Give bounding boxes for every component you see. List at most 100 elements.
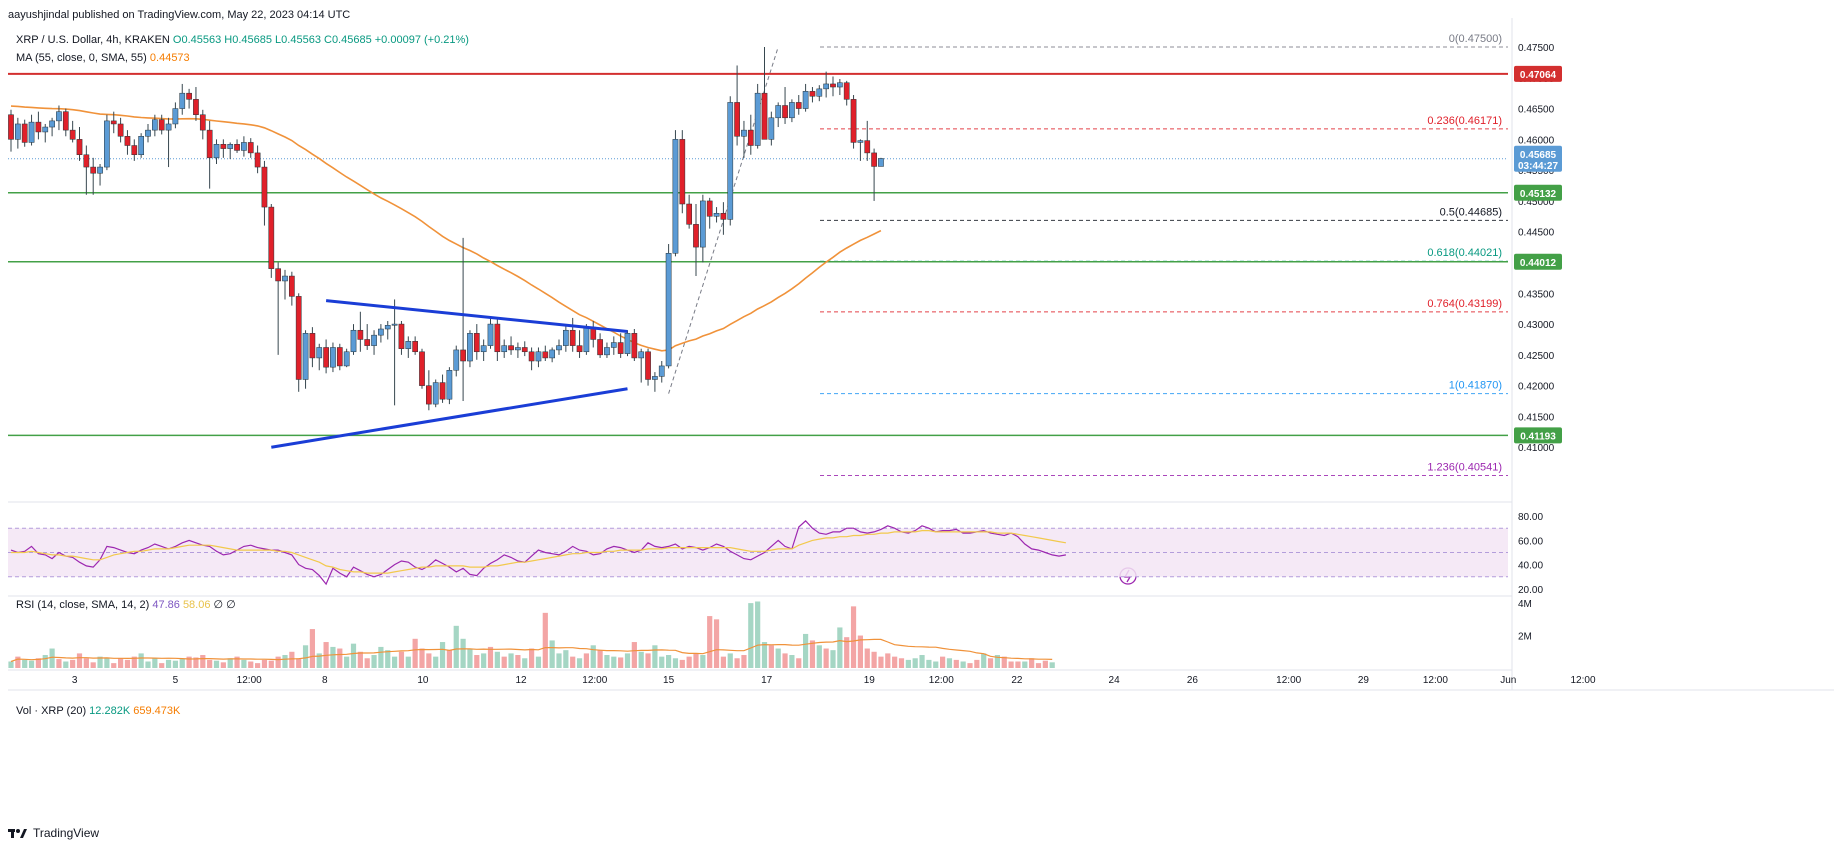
candle-down[interactable] <box>309 333 316 359</box>
candle-down[interactable] <box>275 268 281 282</box>
candle-down[interactable] <box>864 140 871 154</box>
candle-up[interactable] <box>49 120 55 128</box>
candle-down[interactable] <box>528 351 535 362</box>
candle-down[interactable] <box>206 129 213 159</box>
candle-up[interactable] <box>446 370 453 400</box>
candle-up[interactable] <box>302 333 309 380</box>
candle-down[interactable] <box>8 114 14 140</box>
candle-up[interactable] <box>487 323 494 346</box>
candle-up[interactable] <box>241 142 247 151</box>
candle-down[interactable] <box>782 105 788 119</box>
candle-up[interactable] <box>837 82 843 88</box>
candle-down[interactable] <box>720 212 727 220</box>
candle-up[interactable] <box>741 129 747 137</box>
candle-up[interactable] <box>467 333 473 362</box>
candle-up[interactable] <box>42 126 49 133</box>
candle-down[interactable] <box>158 119 165 131</box>
candle-down[interactable] <box>412 341 418 353</box>
candle-up[interactable] <box>56 111 62 122</box>
candle-up[interactable] <box>453 349 460 371</box>
candle-up[interactable] <box>624 333 631 354</box>
candle-down[interactable] <box>21 123 28 143</box>
candle-down[interactable] <box>850 99 857 143</box>
candle-down[interactable] <box>186 92 192 100</box>
candle-down[interactable] <box>76 139 83 156</box>
candle-up[interactable] <box>789 102 795 119</box>
candle-down[interactable] <box>871 152 877 167</box>
candle-down[interactable] <box>830 83 836 88</box>
candle-up[interactable] <box>316 347 323 359</box>
candle-up[interactable] <box>350 329 357 353</box>
candle-up[interactable] <box>700 200 706 248</box>
candle-up[interactable] <box>727 102 734 220</box>
candle-up[interactable] <box>754 92 761 146</box>
candle-up[interactable] <box>665 253 672 367</box>
candle-down[interactable] <box>295 296 302 380</box>
candle-up[interactable] <box>179 92 186 109</box>
candle-up[interactable] <box>391 323 398 326</box>
candle-up[interactable] <box>227 144 234 149</box>
candle-up[interactable] <box>432 382 439 405</box>
candle-down[interactable] <box>747 129 754 146</box>
candle-up[interactable] <box>501 345 508 353</box>
candle-down[interactable] <box>199 114 206 131</box>
candle-up[interactable] <box>816 88 823 97</box>
candle-down[interactable] <box>426 385 432 405</box>
candle-down[interactable] <box>336 347 343 367</box>
candle-up[interactable] <box>384 325 391 330</box>
candle-up[interactable] <box>563 329 569 346</box>
candle-down[interactable] <box>110 120 117 125</box>
candle-up[interactable] <box>638 351 645 359</box>
candle-down[interactable] <box>761 92 768 140</box>
candle-down[interactable] <box>576 345 583 353</box>
candle-up[interactable] <box>535 351 542 362</box>
candle-up[interactable] <box>610 342 617 348</box>
candle-down[interactable] <box>193 99 199 115</box>
candle-down[interactable] <box>508 345 514 351</box>
candle-down[interactable] <box>473 333 480 353</box>
candle-down[interactable] <box>809 91 816 97</box>
candle-down[interactable] <box>460 349 466 362</box>
candle-up[interactable] <box>480 345 487 353</box>
candle-down[interactable] <box>35 121 42 133</box>
candle-down[interactable] <box>693 224 699 248</box>
candle-down[interactable] <box>542 351 549 359</box>
candle-down[interactable] <box>357 329 364 340</box>
candle-down[interactable] <box>90 166 97 174</box>
candle-down[interactable] <box>494 323 501 353</box>
tradingview-logo[interactable]: TradingView <box>8 826 99 840</box>
candle-down[interactable] <box>439 382 446 400</box>
candle-down[interactable] <box>268 206 275 269</box>
candle-down[interactable] <box>254 152 261 168</box>
candle-up[interactable] <box>658 365 665 377</box>
candle-up[interactable] <box>165 123 172 131</box>
candle-up[interactable] <box>857 140 864 143</box>
candle-up[interactable] <box>371 334 377 346</box>
candle-up[interactable] <box>604 347 610 356</box>
candle-up[interactable] <box>343 351 350 367</box>
candle-up[interactable] <box>405 341 412 349</box>
candle-up[interactable] <box>145 129 151 137</box>
candle-up[interactable] <box>378 328 384 336</box>
candle-down[interactable] <box>521 347 528 353</box>
candle-down[interactable] <box>679 139 686 205</box>
candle-up[interactable] <box>282 275 288 282</box>
candle-up[interactable] <box>878 158 884 167</box>
candle-up[interactable] <box>515 347 521 351</box>
candle-down[interactable] <box>124 136 131 146</box>
candle-down[interactable] <box>247 142 254 154</box>
candle-up[interactable] <box>672 139 679 254</box>
candle-up[interactable] <box>138 136 145 155</box>
candle-up[interactable] <box>823 83 829 90</box>
candle-down[interactable] <box>795 102 802 109</box>
candle-up[interactable] <box>556 345 562 351</box>
candle-down[interactable] <box>597 339 603 356</box>
candle-down[interactable] <box>289 275 295 297</box>
candle-down[interactable] <box>419 351 425 386</box>
candle-up[interactable] <box>775 105 782 119</box>
candle-up[interactable] <box>549 349 555 359</box>
candle-down[interactable] <box>69 129 76 140</box>
candle-down[interactable] <box>686 203 692 225</box>
candle-down[interactable] <box>364 339 371 346</box>
candle-down[interactable] <box>569 329 576 346</box>
